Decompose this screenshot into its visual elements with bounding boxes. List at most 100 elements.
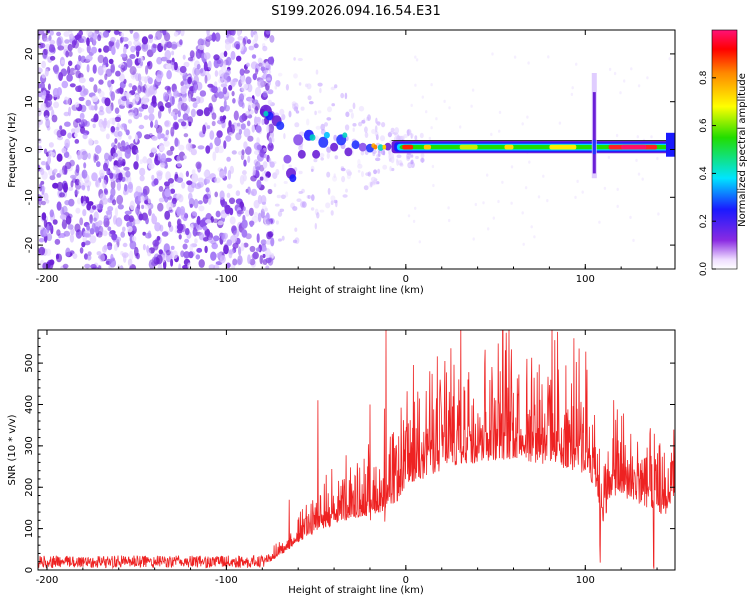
y-tick-label: 0: [24, 567, 35, 573]
noise-speckle: [207, 60, 212, 71]
transition-speckle: [300, 106, 305, 111]
signal-blob: [289, 174, 297, 183]
transition-speckle: [399, 162, 403, 166]
noise-speckle: [88, 138, 93, 146]
noise-speckle: [152, 44, 158, 49]
noise-speckle: [226, 239, 233, 247]
transition-speckle: [415, 155, 419, 160]
noise-speckle: [265, 265, 270, 269]
noise-speckle: [220, 213, 227, 218]
noise-speckle: [56, 201, 62, 211]
noise-speckle: [251, 188, 257, 197]
noise-speckle: [95, 180, 99, 187]
noise-speckle: [191, 80, 197, 86]
noise-speckle: [178, 263, 182, 269]
noise-speckle: [102, 120, 107, 129]
noise-speckle: [150, 120, 154, 128]
noise-speckle: [98, 110, 105, 116]
noise-speckle: [137, 57, 142, 64]
noise-speckle: [183, 61, 190, 68]
transition-speckle: [274, 203, 280, 207]
noise-speckle: [243, 69, 250, 74]
transition-speckle: [394, 127, 400, 134]
noise-speckle: [53, 64, 60, 75]
transition-speckle: [298, 82, 302, 86]
noise-speckle: [117, 142, 121, 149]
noise-speckle: [168, 178, 174, 184]
noise-speckle: [155, 30, 163, 40]
faint-speckle: [470, 104, 473, 108]
transition-speckle: [288, 164, 292, 168]
faint-speckle: [641, 177, 644, 181]
noise-speckle: [127, 40, 132, 47]
noise-speckle: [99, 193, 107, 201]
noise-speckle: [239, 42, 245, 52]
noise-speckle: [144, 203, 151, 210]
transition-speckle: [344, 92, 348, 100]
noise-speckle: [61, 80, 69, 89]
noise-speckle: [49, 30, 54, 36]
noise-speckle: [164, 85, 171, 91]
spectrogram-ylabel: Frequency (Hz): [7, 112, 18, 188]
colorbar-tick-label: 0.0: [699, 262, 709, 277]
noise-speckle: [135, 149, 139, 154]
noise-speckle: [110, 187, 116, 197]
noise-speckle: [107, 226, 112, 232]
noise-speckle: [117, 130, 123, 137]
signal-blob: [323, 131, 330, 139]
noise-speckle: [133, 40, 141, 46]
noise-speckle: [63, 230, 71, 237]
noise-speckle: [107, 206, 114, 212]
noise-speckle: [170, 188, 176, 194]
faint-speckle: [630, 67, 633, 71]
noise-speckle: [242, 170, 247, 176]
snr-ylabel: SNR (10 * v/v): [7, 414, 18, 485]
noise-speckle: [92, 39, 97, 46]
noise-speckle: [39, 42, 46, 49]
transition-speckle: [371, 129, 376, 134]
faint-speckle: [576, 179, 579, 183]
noise-speckle: [147, 249, 152, 257]
faint-speckle: [629, 215, 632, 219]
faint-speckle: [636, 135, 639, 139]
noise-speckle: [249, 245, 256, 253]
noise-speckle: [225, 262, 231, 269]
noise-speckle: [46, 30, 51, 34]
noise-speckle: [147, 86, 155, 96]
noise-speckle: [92, 115, 98, 123]
y-tick-label: 10: [24, 95, 35, 108]
noise-speckle: [236, 122, 241, 127]
colorbar-label: Normalized spectral amplitude: [737, 73, 748, 227]
noise-speckle: [182, 54, 186, 60]
noise-speckle: [254, 150, 260, 155]
noise-speckle: [91, 205, 97, 210]
transition-speckle: [279, 208, 285, 212]
noise-speckle: [237, 255, 243, 266]
noise-speckle: [75, 85, 82, 93]
noise-speckle: [196, 163, 202, 173]
noise-speckle: [184, 212, 188, 219]
noise-speckle: [198, 259, 205, 268]
transition-speckle: [350, 112, 354, 119]
noise-speckle: [75, 70, 81, 79]
noise-speckle: [139, 175, 145, 182]
faint-speckle: [471, 88, 475, 92]
noise-speckle: [220, 83, 228, 88]
noise-speckle: [43, 192, 49, 201]
noise-speckle: [170, 111, 176, 117]
noise-speckle: [265, 171, 271, 179]
noise-speckle: [94, 226, 99, 234]
signal-blob: [358, 142, 367, 152]
noise-speckle: [118, 73, 125, 82]
noise-speckle: [247, 135, 254, 142]
noise-speckle: [49, 175, 56, 181]
noise-speckle: [242, 206, 246, 212]
transition-speckle: [374, 125, 378, 133]
noise-speckle: [65, 142, 69, 148]
signal-blob: [276, 121, 285, 130]
snr-marks: [38, 330, 675, 570]
noise-speckle: [64, 200, 71, 206]
noise-speckle: [124, 183, 128, 192]
transition-speckle: [260, 76, 265, 83]
